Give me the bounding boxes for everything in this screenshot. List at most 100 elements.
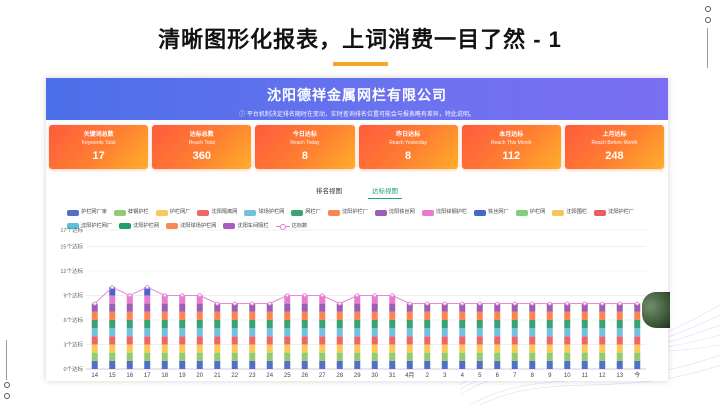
bar-segment[interactable] [389,295,396,304]
bar-segment[interactable] [144,287,151,296]
reach-count-point[interactable] [250,301,255,306]
bar-segment[interactable] [494,303,501,312]
bar-segment[interactable] [231,303,238,312]
bar-segment[interactable] [319,352,326,361]
bar-segment[interactable] [126,328,133,337]
bar-segment[interactable] [91,319,98,329]
legend-item[interactable]: 蚌钢护栏 [113,207,149,218]
legend-item[interactable]: 沈阳护栏网厂 [67,221,112,232]
bar-segment[interactable] [406,328,413,337]
bar-segment[interactable] [266,311,273,320]
bar-segment[interactable] [599,328,606,337]
bar-segment[interactable] [389,319,396,329]
reach-count-point[interactable] [355,293,360,298]
bar-segment[interactable] [441,311,448,320]
bar-segment[interactable] [91,336,98,345]
bar-segment[interactable] [389,352,396,361]
bar-segment[interactable] [564,311,571,320]
bar-segment[interactable] [459,303,466,312]
bar-segment[interactable] [564,303,571,312]
bar-segment[interactable] [196,295,203,304]
bar-segment[interactable] [179,328,186,337]
bar-segment[interactable] [196,360,203,369]
bar-segment[interactable] [196,352,203,361]
reach-count-point[interactable] [337,301,342,306]
bar-segment[interactable] [196,336,203,345]
reach-count-point[interactable] [215,301,220,306]
bar-segment[interactable] [634,336,641,345]
bar-segment[interactable] [476,360,483,369]
bar-segment[interactable] [494,319,501,329]
bar-segment[interactable] [564,360,571,369]
bar-segment[interactable] [406,336,413,345]
bar-segment[interactable] [424,319,431,329]
bar-segment[interactable] [389,336,396,345]
bar-segment[interactable] [406,311,413,320]
bar-segment[interactable] [249,352,256,361]
bar-segment[interactable] [406,303,413,312]
bar-segment[interactable] [266,319,273,329]
bar-segment[interactable] [109,336,116,345]
bar-segment[interactable] [564,328,571,337]
bar-segment[interactable] [459,360,466,369]
legend-item-line[interactable]: 达标数 [275,221,307,232]
tab-ranking-view[interactable]: 排名视图 [316,188,342,195]
bar-segment[interactable] [441,328,448,337]
reach-count-point[interactable] [145,285,150,290]
bar-segment[interactable] [161,311,168,320]
bar-segment[interactable] [109,328,116,337]
bar-segment[interactable] [214,336,221,345]
bar-segment[interactable] [284,360,291,369]
bar-segment[interactable] [424,311,431,320]
bar-segment[interactable] [616,336,623,345]
reach-count-point[interactable] [127,293,132,298]
bar-segment[interactable] [581,319,588,329]
bar-segment[interactable] [354,360,361,369]
legend-item[interactable]: 沈阳围栏 [552,207,587,218]
bar-segment[interactable] [389,344,396,353]
bar-segment[interactable] [161,319,168,329]
bar-segment[interactable] [91,328,98,337]
bar-segment[interactable] [301,344,308,353]
bar-segment[interactable] [546,360,553,369]
bar-segment[interactable] [109,295,116,304]
bar-segment[interactable] [231,311,238,320]
bar-segment[interactable] [459,344,466,353]
legend-item[interactable]: 沈阳护栏网 [119,221,159,232]
reach-count-point[interactable] [477,301,482,306]
bar-segment[interactable] [529,311,536,320]
bar-segment[interactable] [284,328,291,337]
bar-segment[interactable] [249,311,256,320]
bar-segment[interactable] [634,344,641,353]
bar-segment[interactable] [196,303,203,312]
bar-segment[interactable] [441,352,448,361]
bar-segment[interactable] [354,328,361,337]
bar-segment[interactable] [406,360,413,369]
bar-segment[interactable] [581,303,588,312]
bar-segment[interactable] [144,303,151,312]
bar-segment[interactable] [424,344,431,353]
bar-segment[interactable] [126,295,133,304]
reach-count-point[interactable] [617,301,622,306]
bar-segment[interactable] [161,328,168,337]
bar-segment[interactable] [266,360,273,369]
bar-segment[interactable] [546,328,553,337]
bar-segment[interactable] [529,360,536,369]
reach-count-point[interactable] [92,301,97,306]
bar-segment[interactable] [336,319,343,329]
bar-segment[interactable] [634,360,641,369]
bar-segment[interactable] [144,295,151,304]
bar-segment[interactable] [354,311,361,320]
bar-segment[interactable] [249,336,256,345]
bar-segment[interactable] [371,360,378,369]
bar-segment[interactable] [144,319,151,329]
bar-segment[interactable] [109,352,116,361]
bar-segment[interactable] [214,360,221,369]
bar-segment[interactable] [336,344,343,353]
bar-segment[interactable] [371,295,378,304]
bar-segment[interactable] [441,344,448,353]
bar-segment[interactable] [564,319,571,329]
reach-count-point[interactable] [390,293,395,298]
bar-segment[interactable] [91,344,98,353]
reach-count-point[interactable] [635,301,640,306]
